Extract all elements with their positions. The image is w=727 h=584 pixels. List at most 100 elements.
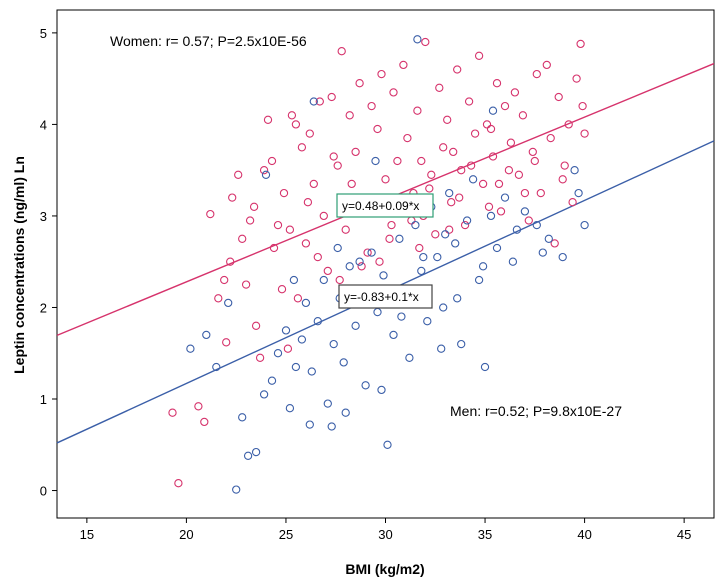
men-point — [500, 193, 510, 202]
women-point — [506, 138, 516, 147]
women-point — [303, 198, 313, 207]
women-point — [504, 166, 514, 175]
men-point — [327, 422, 336, 431]
women-point — [251, 321, 261, 330]
women-point — [546, 133, 555, 143]
women-point — [387, 220, 396, 230]
women-point — [277, 285, 287, 294]
y-tick-label: 0 — [40, 484, 47, 499]
women-point — [564, 120, 573, 129]
men-point — [486, 211, 496, 221]
women-point — [466, 161, 476, 170]
women-point — [496, 207, 506, 216]
women-point — [385, 234, 394, 243]
women-point — [194, 402, 203, 411]
women-point — [399, 60, 408, 70]
women-point — [578, 101, 587, 111]
women-annotation: Women: r= 0.57; P=2.5x10E-56 — [110, 33, 307, 49]
women-point — [518, 111, 528, 120]
men-point — [281, 326, 291, 335]
women-point — [478, 179, 488, 189]
women-point — [421, 37, 430, 47]
men-point — [261, 170, 271, 179]
women-point — [259, 166, 269, 175]
men-point — [267, 376, 277, 385]
men-point — [462, 216, 472, 225]
men-point — [307, 367, 316, 376]
women-point — [542, 60, 551, 70]
x-tick-label: 30 — [378, 527, 392, 542]
men-point — [558, 252, 567, 262]
women-point — [474, 51, 484, 60]
women-point — [297, 143, 307, 152]
men-point — [291, 362, 301, 372]
men-point — [395, 234, 404, 243]
women-point — [558, 175, 567, 184]
women-point — [439, 143, 448, 152]
women-point — [319, 211, 328, 221]
women-point — [403, 133, 412, 143]
women-point — [464, 97, 474, 106]
men-point — [453, 294, 462, 303]
men-point — [419, 252, 428, 262]
women-point — [200, 417, 209, 427]
x-tick-label: 40 — [577, 527, 591, 542]
men-point — [488, 106, 498, 115]
women-point — [427, 170, 436, 179]
men-point — [570, 166, 579, 175]
men-point — [377, 385, 386, 395]
men-point — [313, 317, 322, 326]
men-equation-label: y=-0.83+0.1*x — [344, 290, 419, 304]
women-point — [168, 408, 177, 417]
women-point — [355, 79, 364, 88]
women-point — [443, 115, 452, 124]
men-point — [371, 156, 380, 166]
y-tick-label: 5 — [40, 26, 47, 41]
men-point — [259, 390, 269, 399]
women-point — [214, 294, 223, 303]
women-point — [560, 161, 569, 170]
women-point — [335, 275, 344, 285]
men-point — [301, 298, 311, 308]
women-point — [323, 266, 332, 276]
men-point — [333, 243, 342, 253]
women-point — [393, 156, 402, 166]
women-point — [572, 74, 581, 83]
x-axis-ticks: 15 20 25 30 35 40 45 — [80, 518, 691, 542]
women-point — [453, 65, 462, 74]
men-point — [480, 362, 490, 372]
women-point — [234, 170, 243, 179]
women-point — [530, 156, 539, 166]
women-point — [520, 188, 530, 198]
men-point — [445, 188, 454, 198]
women-point — [494, 179, 504, 189]
women-point — [455, 193, 464, 202]
women-point — [345, 111, 354, 120]
women-point — [206, 209, 215, 219]
women-point — [351, 147, 360, 157]
x-tick-label: 20 — [179, 527, 193, 542]
men-point — [437, 344, 446, 353]
men-point — [319, 275, 328, 285]
y-tick-label: 3 — [40, 209, 47, 224]
x-tick-label: 35 — [478, 527, 492, 542]
women-point — [367, 101, 376, 111]
women-point — [389, 88, 398, 97]
men-annotation: Men: r=0.52; P=9.8x10E-27 — [450, 403, 622, 419]
men-point — [411, 220, 420, 230]
men-point — [232, 485, 241, 494]
women-point — [431, 230, 440, 239]
men-point — [355, 257, 364, 266]
women-point — [255, 353, 265, 362]
women-point — [580, 129, 589, 138]
women-point — [486, 124, 496, 134]
men-point — [186, 344, 195, 353]
men-point — [405, 353, 414, 362]
women-point — [413, 106, 422, 115]
women-point — [238, 234, 247, 243]
men-point — [532, 220, 541, 230]
women-point — [550, 239, 559, 248]
women-point — [174, 479, 183, 488]
men-point — [345, 262, 354, 271]
